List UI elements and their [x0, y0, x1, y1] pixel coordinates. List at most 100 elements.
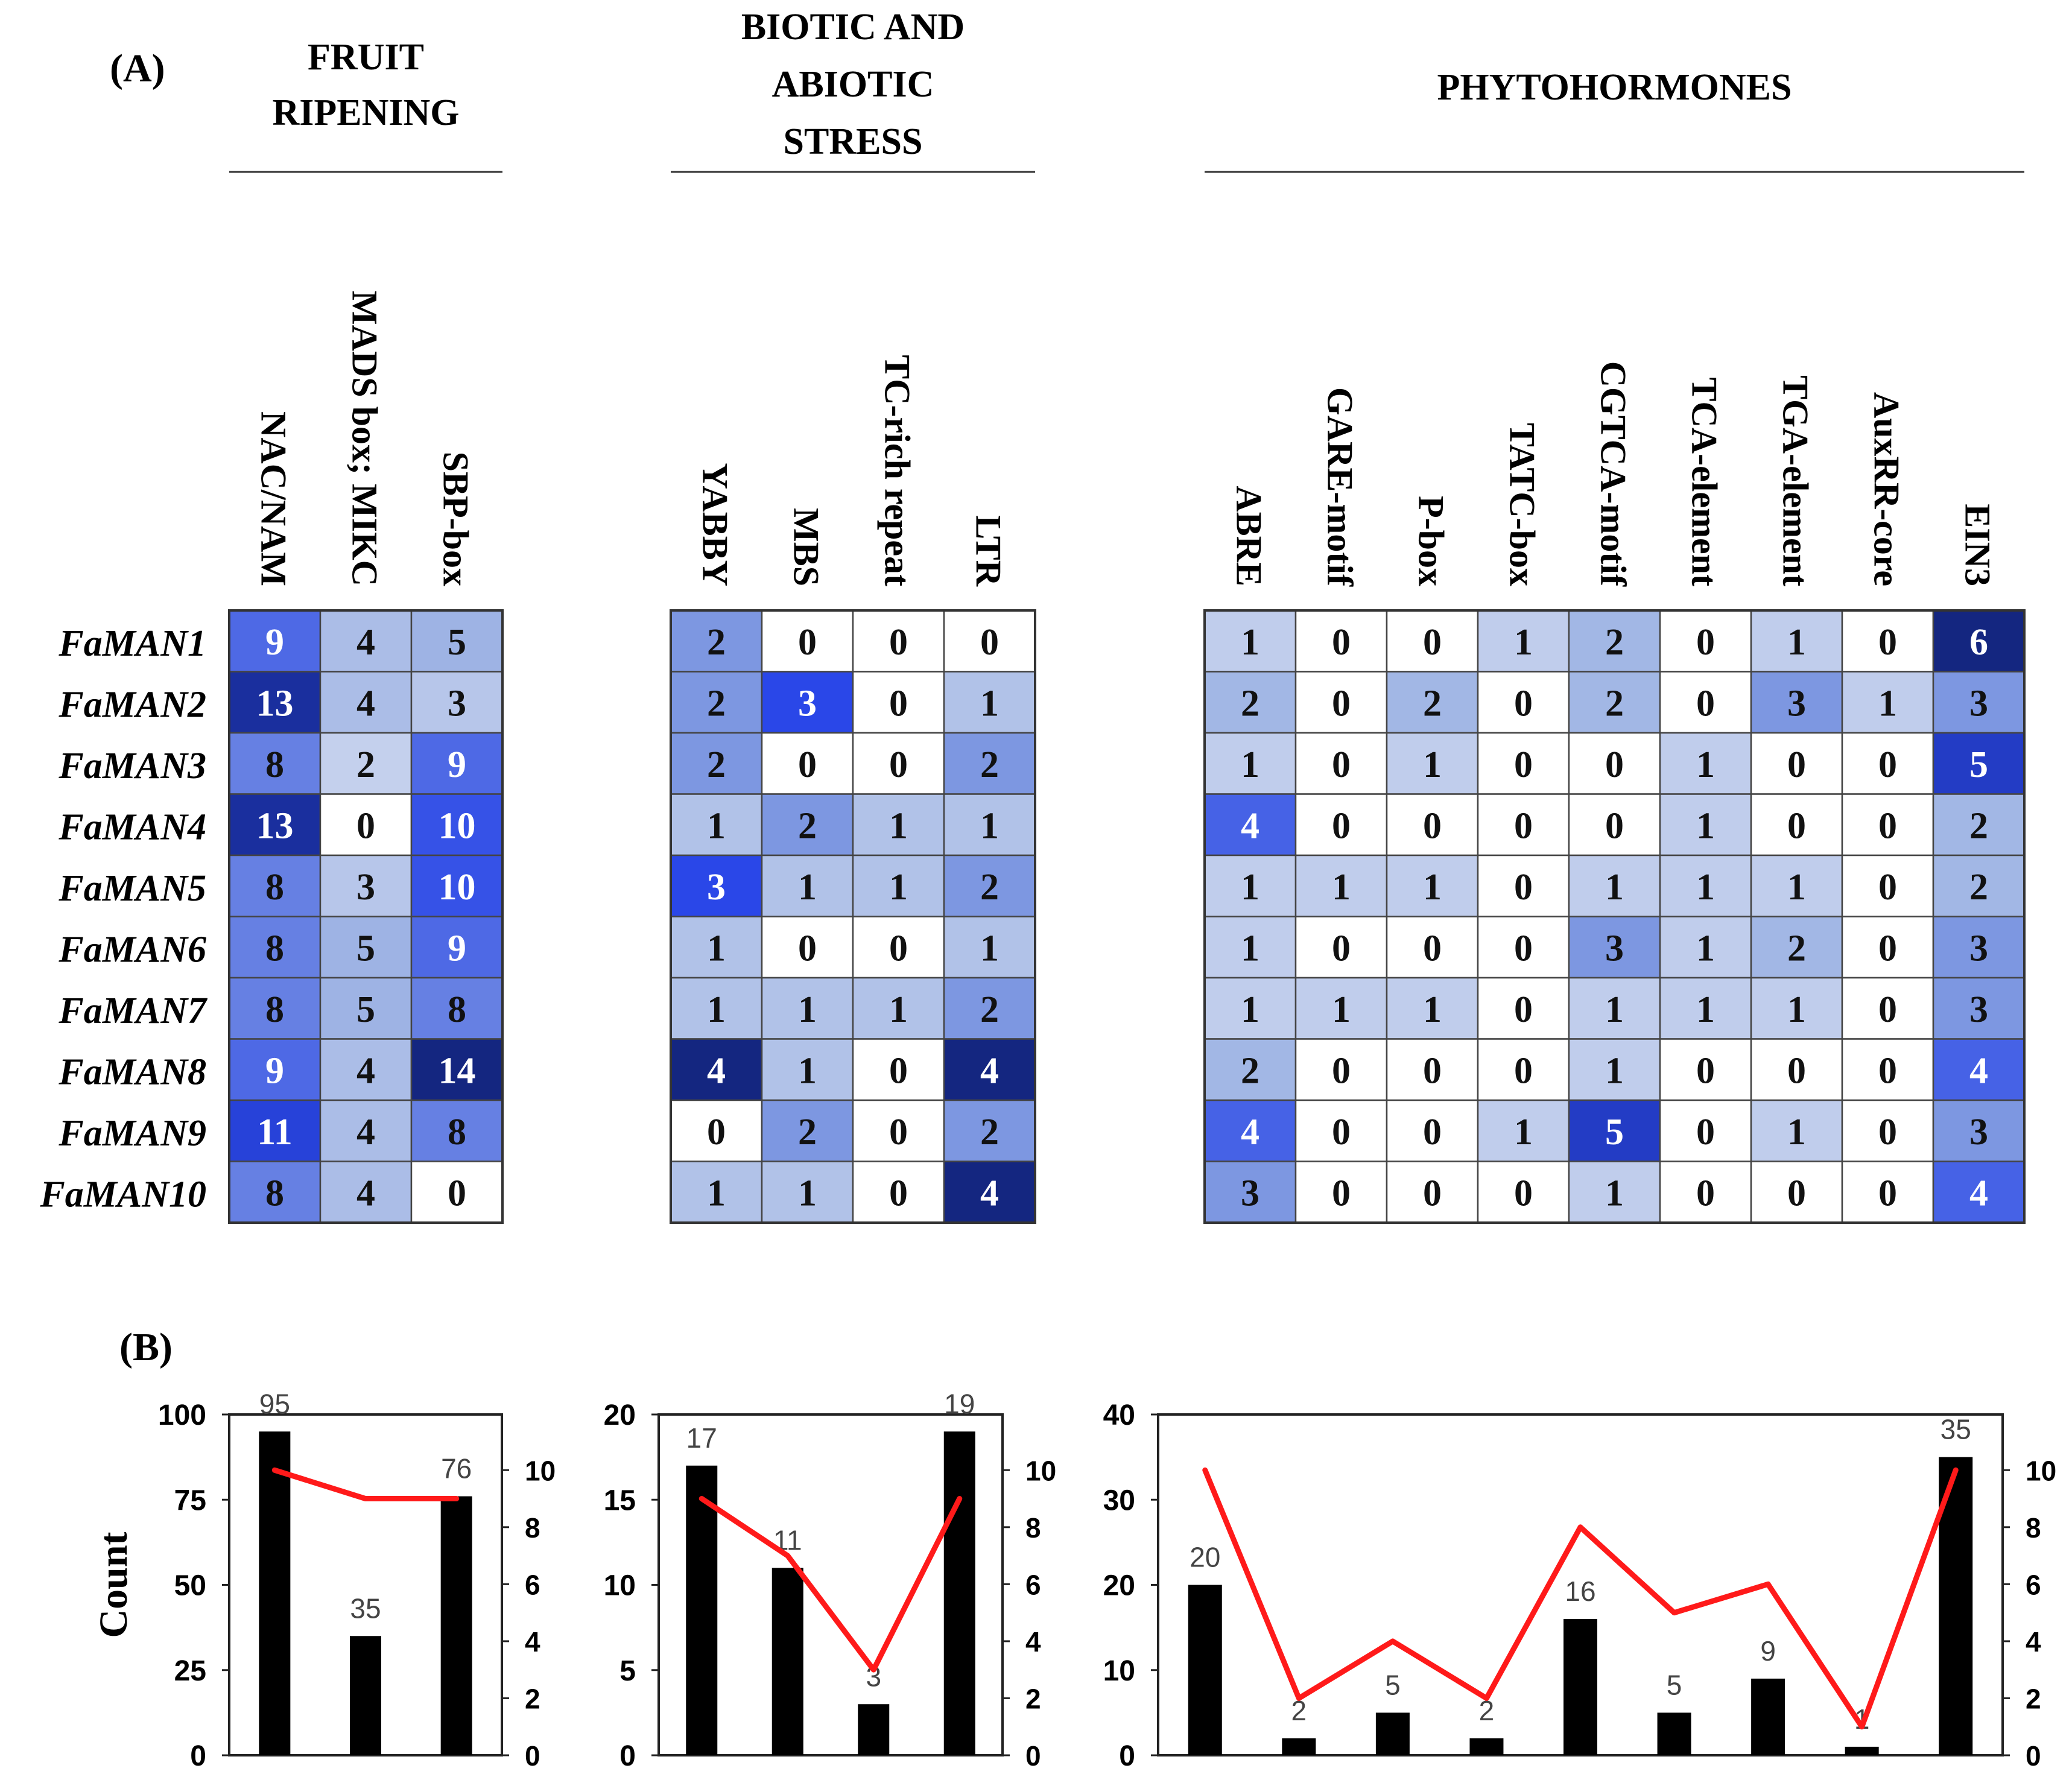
line-point [1673, 1611, 1676, 1614]
heatmap-cell [1841, 732, 1934, 795]
line-point [1203, 1469, 1206, 1472]
line-point [1485, 1697, 1488, 1700]
heatmap-cell-value: 0 [980, 622, 999, 663]
line-point [1391, 1639, 1394, 1642]
heatmap-cell-value: 2 [707, 683, 726, 724]
heatmap-cell [761, 732, 854, 795]
heatmap-cell-value: 1 [798, 1173, 817, 1214]
heatmap-cell [1294, 977, 1388, 1040]
heatmap-cell [1386, 854, 1479, 917]
heatmap-cell-value: 1 [1423, 867, 1442, 908]
heatmap-cell [943, 1161, 1036, 1224]
heatmap-cell [1568, 793, 1661, 857]
heatmap-cell-value: 3 [1969, 989, 1988, 1030]
heatmap-cell-value: 2 [980, 867, 999, 908]
heatmap-cell [1294, 732, 1388, 795]
heatmap-cell-value: 3 [707, 867, 726, 908]
heatmap-cell [319, 609, 413, 673]
heatmap-cell [1841, 977, 1934, 1040]
heatmap-cell-value: 1 [1696, 989, 1715, 1030]
heatmap-cell-value: 0 [1878, 1112, 1897, 1153]
heatmap-cell [410, 916, 504, 979]
column-header-tatc-box: TATC-box [1503, 423, 1542, 586]
heatmap-cell-value: 0 [1878, 805, 1897, 846]
heatmap-cell-value: 1 [1878, 683, 1897, 724]
left-tick-label: 40 [1103, 1399, 1135, 1431]
column-header-tc-rich-repeat: TC-rich repeat [878, 355, 917, 586]
panel-b-label: (B) [119, 1325, 173, 1369]
heatmap-cell [943, 854, 1036, 917]
heatmap-cell-value: 1 [980, 805, 999, 846]
heatmap-cell [1568, 854, 1661, 917]
heatmap-cell [1203, 854, 1297, 917]
right-tick-label: 6 [2026, 1569, 2041, 1600]
column-header-mbs: MBS [787, 508, 826, 586]
heatmap-cell [852, 1038, 945, 1101]
heatmap-cell-value: 0 [1514, 867, 1533, 908]
bar-tca-element [1657, 1712, 1691, 1755]
heatmap-cell [1659, 671, 1752, 734]
bar-yabby [686, 1465, 718, 1755]
heatmap-cell [1568, 1161, 1661, 1224]
heatmap-cell-value: 4 [1241, 805, 1259, 846]
heatmap-cell-value: 2 [1969, 867, 1988, 908]
heatmap-cell-value: 0 [1514, 805, 1533, 846]
right-tick-label: 4 [1025, 1626, 1041, 1658]
bar-charts-panel: 02550751000246810Count953576051015200246… [92, 1388, 2056, 1772]
panel-a-label: (A) [110, 46, 165, 90]
bar-value-label: 16 [1565, 1576, 1595, 1607]
heatmap-cell-value: 4 [356, 1173, 375, 1214]
heatmap-cell [228, 1161, 322, 1224]
heatmap-cell-value: 10 [439, 867, 476, 908]
left-tick-label: 30 [1103, 1484, 1135, 1516]
heatmap-cell-value: 0 [798, 744, 817, 785]
bar-tga-element [1751, 1678, 1785, 1755]
heatmap-cell-value: 1 [1514, 622, 1533, 663]
right-tick-label: 0 [525, 1740, 540, 1772]
heatmap-cell [1568, 977, 1661, 1040]
heatmap-cell [1203, 916, 1297, 979]
right-tick-label: 10 [2026, 1455, 2056, 1486]
heatmap-cell-value: 0 [1332, 1050, 1351, 1091]
gene-label-faman5: FaMAN5 [58, 868, 206, 909]
column-header-yabby: YABBY [695, 463, 735, 586]
heatmap-cell-value: 0 [1878, 867, 1897, 908]
column-header-sbp-box: SBP-box [436, 452, 476, 586]
heatmap-cell-value: 1 [1241, 867, 1259, 908]
left-tick-label: 50 [174, 1570, 206, 1602]
heatmap-cell-value: 0 [1332, 683, 1351, 724]
bar-cgtca-motif [1564, 1619, 1597, 1755]
heatmap-cell-value: 2 [798, 805, 817, 846]
heatmap-cell-value: 9 [265, 622, 284, 663]
heatmap-group-2: BIOTIC AND ABIOTIC STRESS YABBY MBS TC-rich r… [670, 7, 1036, 1224]
heatmap-cell [1932, 854, 2026, 917]
heatmap-cell [410, 1099, 504, 1162]
heatmap-cell-value: 0 [1696, 683, 1715, 724]
heatmap-cell-value: 1 [707, 928, 726, 969]
heatmap-cell [670, 671, 763, 734]
heatmap-cell-value: 6 [1969, 622, 1988, 663]
heatmap-cell-value: 0 [1423, 1050, 1442, 1091]
group-title: PHYTOHORMONES [1437, 67, 1792, 108]
heatmap-cell [852, 671, 945, 734]
heatmap-cell-value: 0 [1332, 1173, 1351, 1214]
left-tick-label: 0 [619, 1740, 636, 1772]
heatmap-cell [1750, 732, 1843, 795]
right-tick-label: 8 [525, 1512, 540, 1544]
right-tick-label: 4 [2026, 1626, 2041, 1658]
heatmap-cell-value: 4 [1969, 1050, 1988, 1091]
group-title: RIPENING [272, 92, 459, 133]
line-point [786, 1554, 789, 1557]
heatmap-cell-value: 0 [1514, 744, 1533, 785]
line-point [872, 1668, 875, 1671]
heatmap-cell-value: 1 [1514, 1112, 1533, 1153]
heatmap-cell-value: 5 [1605, 1112, 1624, 1153]
bar-nac-nam [259, 1431, 291, 1755]
right-tick-label: 8 [1025, 1512, 1041, 1544]
heatmap-cell-value: 2 [980, 1112, 999, 1153]
heatmap-cell [1841, 854, 1934, 917]
heatmap-cell [1477, 1161, 1570, 1224]
heatmap-cell [1477, 793, 1570, 857]
heatmap-cell [761, 1161, 854, 1224]
